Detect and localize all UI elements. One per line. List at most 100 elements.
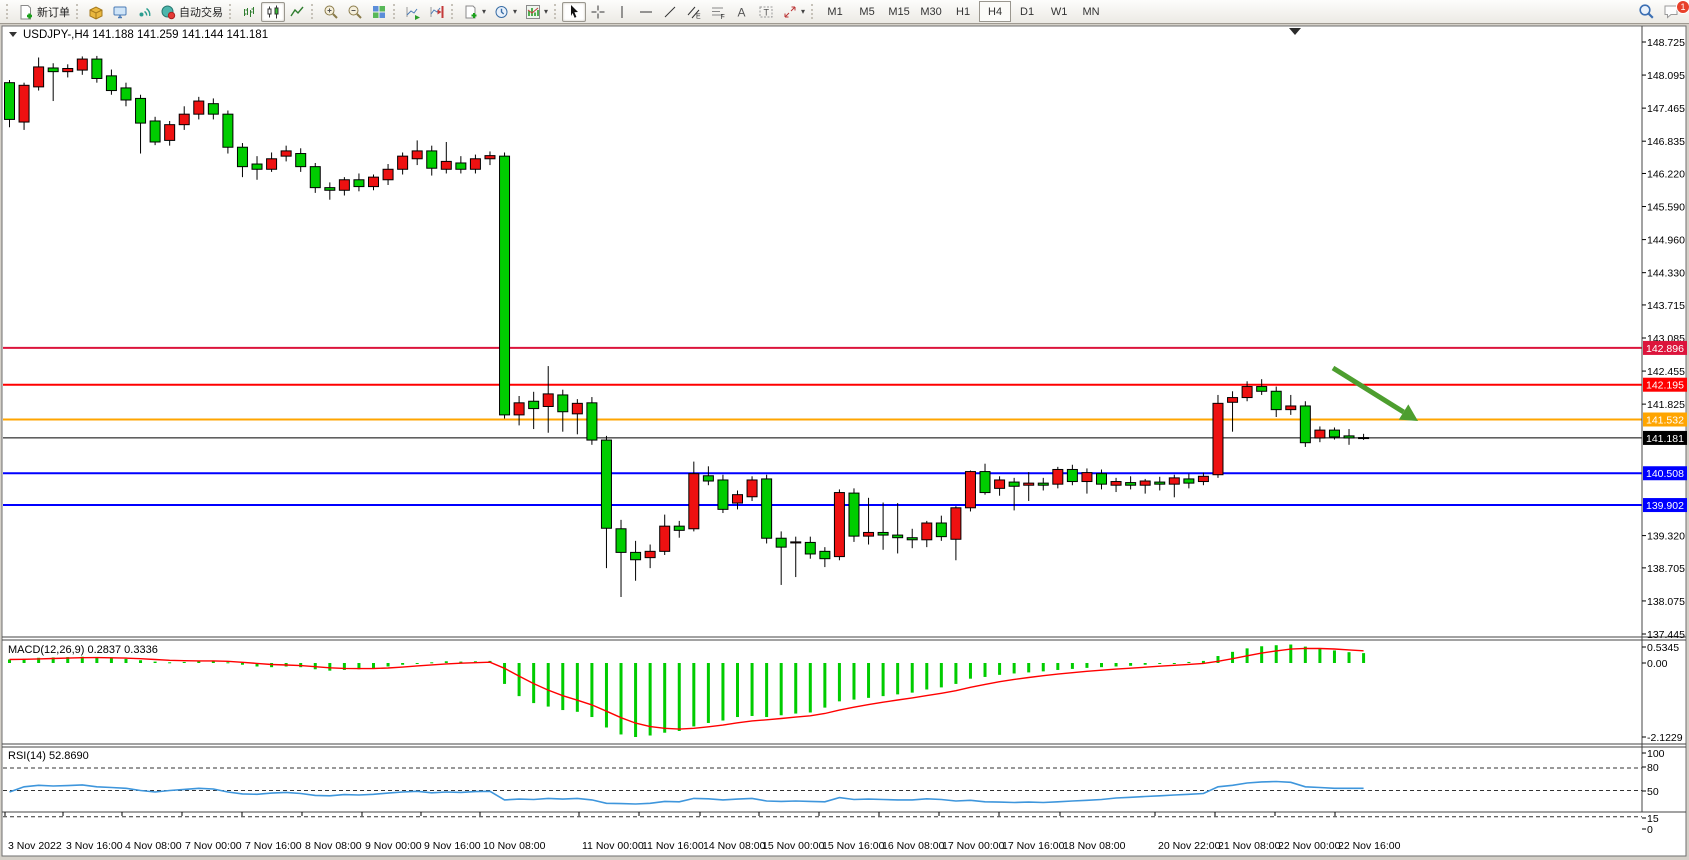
candle-body xyxy=(33,66,45,88)
time-tick-label: 11 Nov 00:00 xyxy=(582,840,644,852)
symbol-dropdown-icon[interactable] xyxy=(9,32,17,37)
macd-histogram-bar xyxy=(706,663,710,723)
trendline-icon xyxy=(662,4,678,20)
toolbar-grip xyxy=(229,4,233,19)
price-tick-label: 148.095 xyxy=(1647,70,1685,82)
macd-label: MACD(12,26,9) 0.2837 0.3336 xyxy=(8,644,158,656)
zoom-in-button[interactable] xyxy=(319,2,343,22)
timeframe-button-M1[interactable]: M1 xyxy=(827,5,843,18)
candle-body xyxy=(193,100,205,115)
period-button[interactable]: ▾ xyxy=(490,2,521,22)
candle-body xyxy=(280,150,292,157)
market-button[interactable] xyxy=(84,2,108,22)
timeframe-button-W1[interactable]: W1 xyxy=(1050,5,1068,18)
price-tick-label: 144.330 xyxy=(1647,268,1685,280)
chart-shift-button[interactable] xyxy=(425,2,449,22)
trendline-tool-button[interactable] xyxy=(658,2,682,22)
cursor-tool-button[interactable] xyxy=(562,1,587,22)
toolbar-grip xyxy=(393,4,397,19)
candle-body xyxy=(499,155,511,416)
tile-windows-button[interactable] xyxy=(367,2,391,22)
chart-window: 148.725 148.095 147.465 146.835 146.220 145.5… xyxy=(0,24,1689,860)
horizontal-line-tool-button[interactable] xyxy=(634,2,658,22)
macd-histogram-bar xyxy=(328,663,332,671)
timeframe-button-MN[interactable]: MN xyxy=(1082,5,1100,18)
vps-button[interactable] xyxy=(108,2,132,22)
candle-body xyxy=(542,393,554,407)
timeframe-button-D1[interactable]: D1 xyxy=(1020,5,1035,18)
indicators-button[interactable]: ▾ xyxy=(521,2,552,22)
fibonacci-icon: F xyxy=(710,4,726,20)
macd-histogram-bar xyxy=(648,663,652,736)
candle-body xyxy=(600,439,612,529)
candle-body xyxy=(994,479,1006,489)
new-chart-button[interactable]: ▾ xyxy=(459,2,490,22)
macd-histogram-bar xyxy=(95,657,99,663)
macd-histogram-bar xyxy=(561,663,565,711)
auto-scroll-icon xyxy=(405,4,421,20)
macd-histogram-bar xyxy=(415,663,419,664)
auto-scroll-button[interactable] xyxy=(401,2,425,22)
candle-body xyxy=(513,402,525,416)
candle-body xyxy=(1110,481,1122,486)
price-badge-label: 142.896 xyxy=(1646,343,1684,355)
fibonacci-tool-button[interactable]: F xyxy=(706,2,730,22)
crosshair-tool-button[interactable] xyxy=(586,2,610,22)
timeframe-button-M30[interactable]: M30 xyxy=(920,5,942,18)
text-tool-button[interactable]: A xyxy=(730,2,754,22)
candle-body xyxy=(586,402,598,441)
text-label-tool-button[interactable]: T xyxy=(754,2,778,22)
price-tick-label: 142.455 xyxy=(1647,366,1685,378)
time-tick-label: 4 Nov 08:00 xyxy=(125,840,182,852)
text-icon: A xyxy=(734,4,750,20)
channel-tool-button[interactable]: E xyxy=(682,2,706,22)
line-chart-mode-button[interactable] xyxy=(285,2,309,22)
time-tick-label: 22 Nov 16:00 xyxy=(1338,840,1401,852)
macd-histogram-bar xyxy=(342,663,346,670)
autotrading-button[interactable]: 自动交易 xyxy=(156,2,227,22)
vertical-line-tool-button[interactable] xyxy=(610,2,634,22)
new-order-label: 新订单 xyxy=(37,6,70,19)
crosshair-icon xyxy=(590,4,606,20)
bar-chart-icon xyxy=(241,4,257,20)
timeframe-button-M15[interactable]: M15 xyxy=(888,5,910,18)
macd-histogram-bar xyxy=(1260,646,1264,663)
macd-histogram-bar xyxy=(1143,663,1147,665)
new-order-button[interactable]: 新订单 xyxy=(14,2,74,22)
timeframe-toolbar: M1 M5 M15 M30 H1 H4 D1 W1 MN xyxy=(819,1,1107,22)
price-badge-label: 140.508 xyxy=(1646,468,1684,480)
macd-histogram-bar xyxy=(1332,650,1336,663)
time-tick-label: 14 Nov 08:00 xyxy=(703,840,766,852)
arrows-tool-button[interactable]: ▾ xyxy=(778,2,809,22)
candle-body xyxy=(557,394,569,413)
candlestick-mode-button[interactable] xyxy=(261,1,285,22)
chat-button[interactable]: 1 xyxy=(1659,0,1689,22)
svg-text:E: E xyxy=(696,13,701,20)
zoom-out-button[interactable] xyxy=(343,2,367,22)
chart-shift-marker-icon[interactable] xyxy=(1289,28,1301,35)
timeframe-button-M5[interactable]: M5 xyxy=(859,5,875,18)
time-tick-label: 9 Nov 00:00 xyxy=(365,840,422,852)
candle-body xyxy=(1183,478,1195,484)
candle-body xyxy=(18,84,30,123)
candle-body xyxy=(1081,472,1093,483)
signals-button[interactable] xyxy=(132,2,156,22)
candle-body xyxy=(571,402,583,415)
search-button[interactable] xyxy=(1634,2,1659,22)
time-tick-label: 15 Nov 00:00 xyxy=(762,840,825,852)
candle-body xyxy=(236,146,248,168)
macd-histogram-bar xyxy=(1158,663,1162,664)
time-tick-label: 22 Nov 00:00 xyxy=(1278,840,1341,852)
candle-body xyxy=(1125,482,1137,486)
trend-arrow-annotation[interactable] xyxy=(1331,365,1418,421)
bar-chart-mode-button[interactable] xyxy=(237,2,261,22)
timeframe-button-H4[interactable]: H4 xyxy=(979,1,1012,22)
macd-histogram-bar xyxy=(794,663,798,714)
time-tick-label: 15 Nov 16:00 xyxy=(822,840,885,852)
time-tick-label: 21 Nov 08:00 xyxy=(1218,840,1281,852)
price-badge xyxy=(1643,340,1687,355)
chart-canvas[interactable]: 148.725 148.095 147.465 146.835 146.220 145.5… xyxy=(0,24,1689,860)
timeframe-button-H1[interactable]: H1 xyxy=(956,5,971,18)
macd-histogram-bar xyxy=(1187,661,1191,663)
price-tick-label: 146.220 xyxy=(1647,168,1685,180)
